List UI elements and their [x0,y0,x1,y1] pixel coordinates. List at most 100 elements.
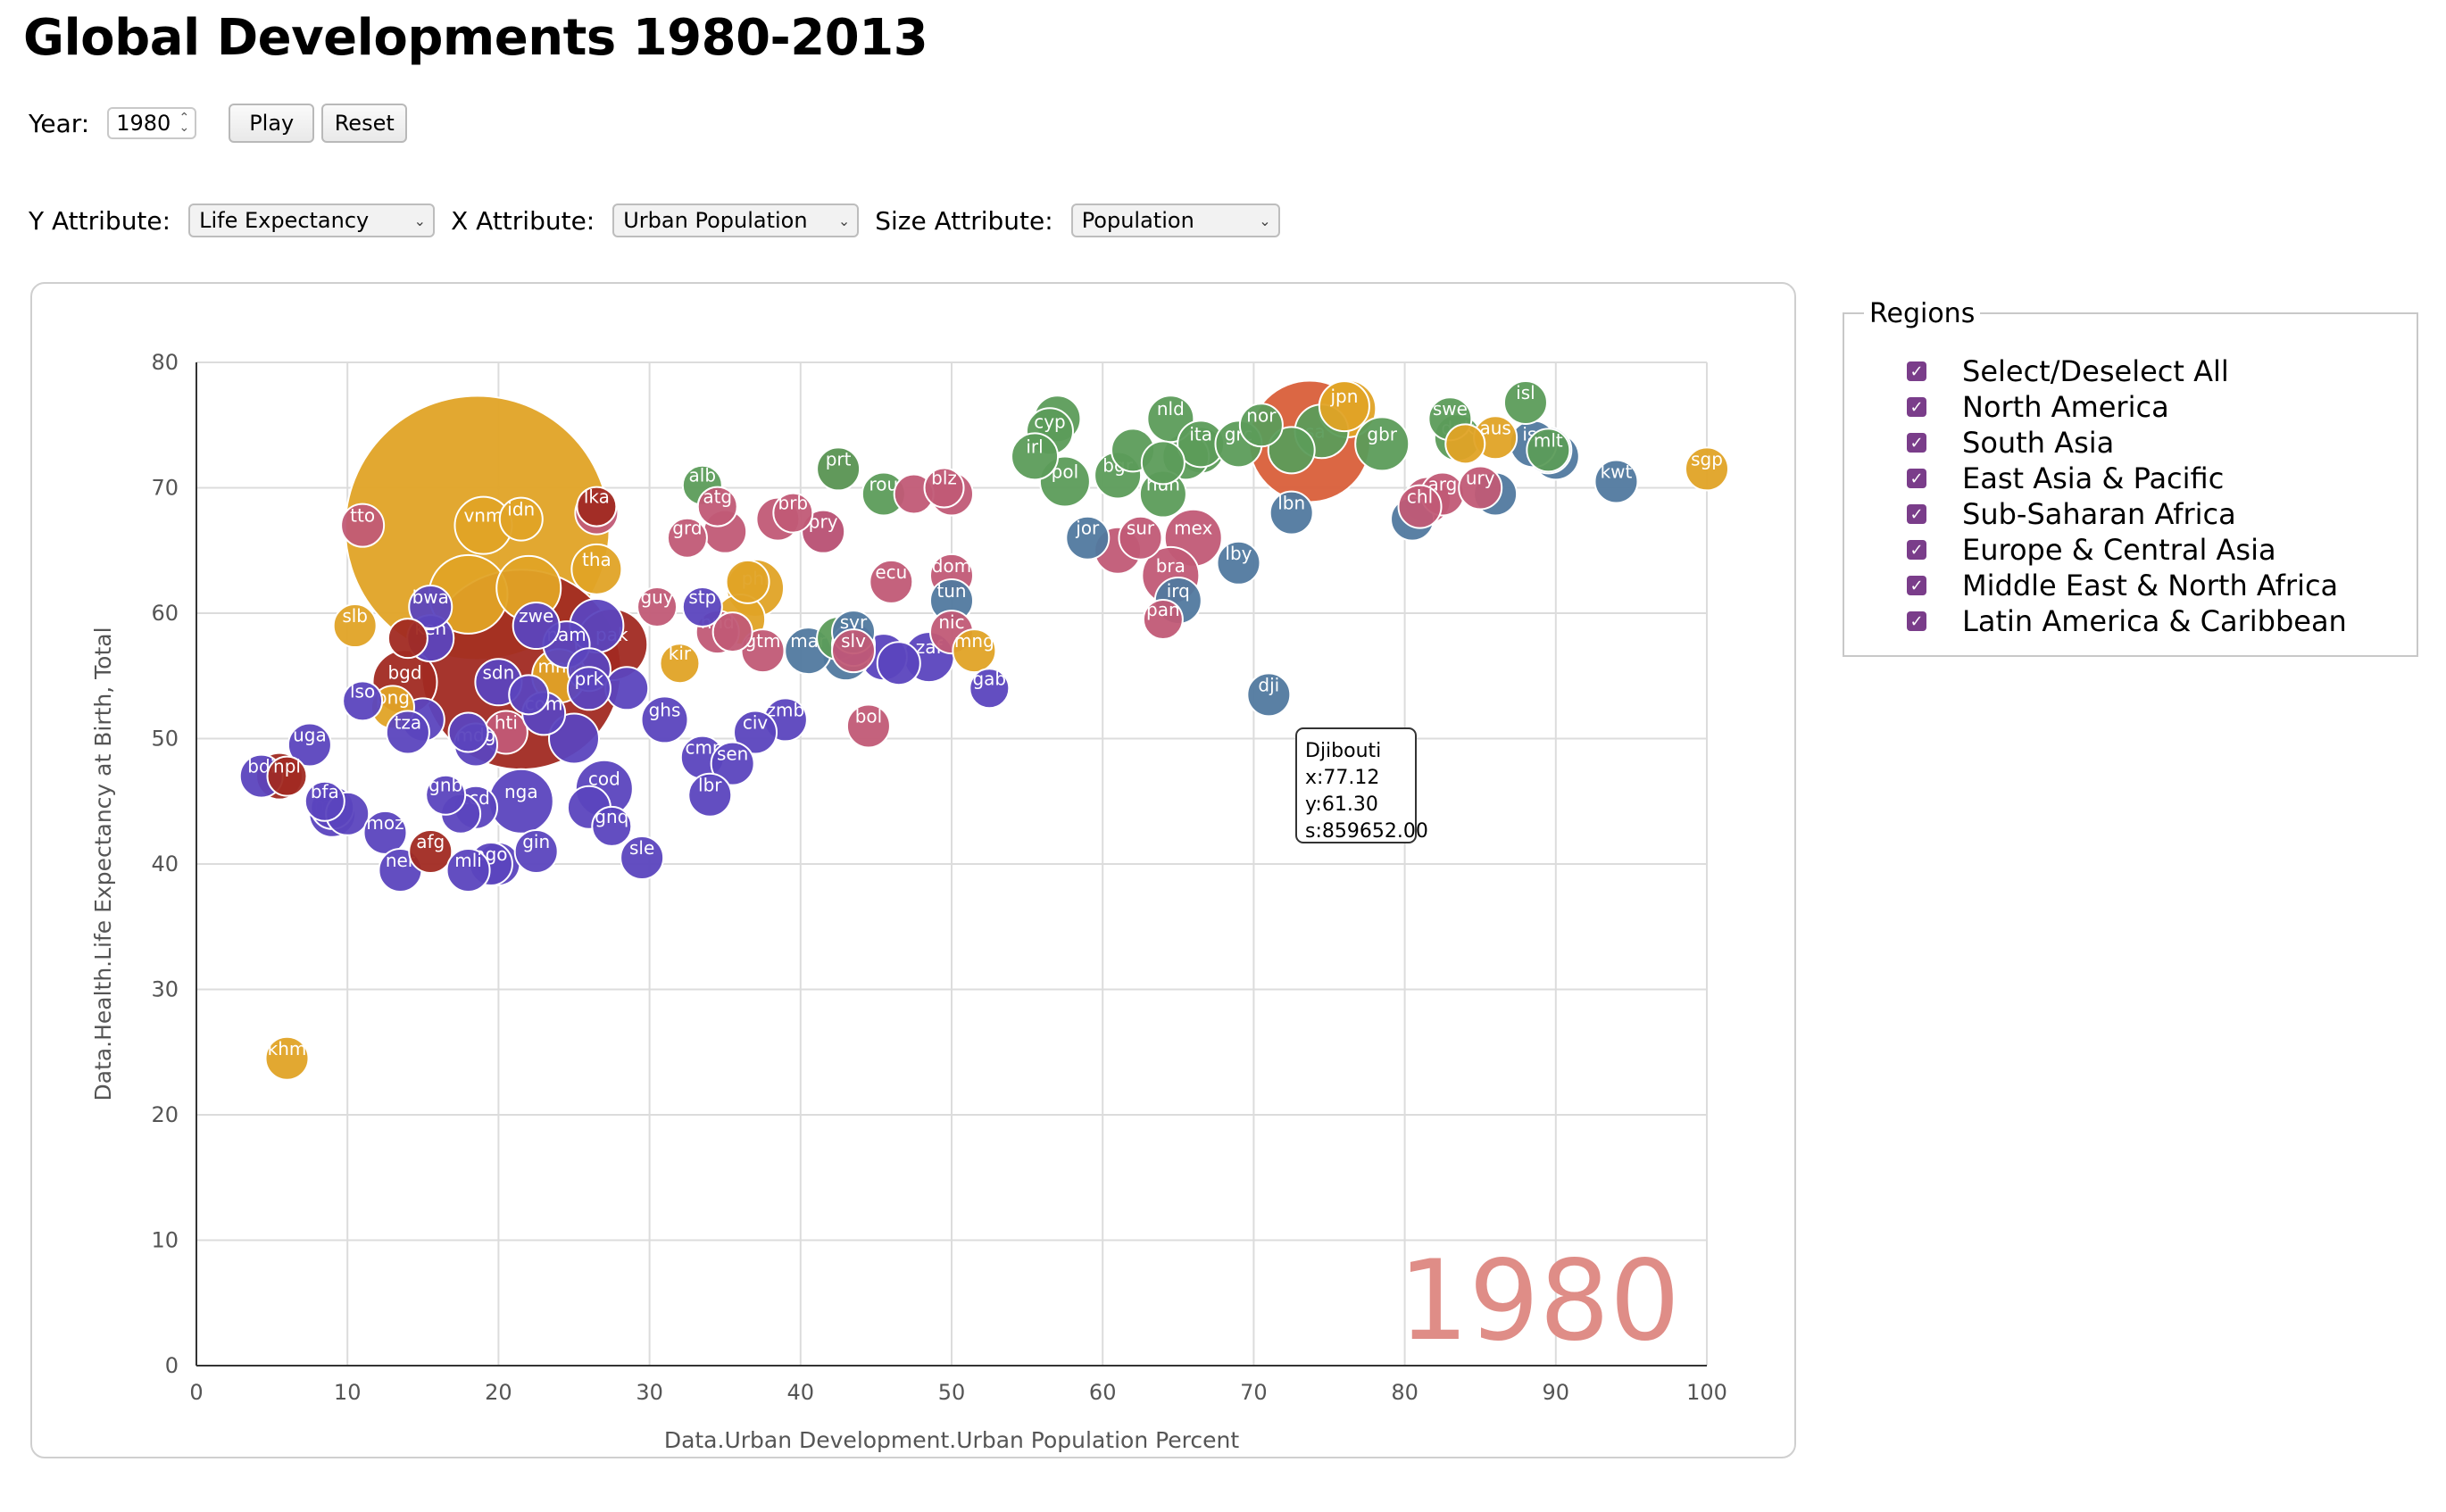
bubble-circle[interactable] [681,586,723,627]
bubble-circle[interactable] [576,486,618,528]
bubble-circle[interactable] [1502,379,1548,425]
bubble[interactable]: sen [710,741,755,786]
bubble[interactable] [725,559,770,604]
bubble[interactable]: mli [445,848,491,893]
bubble[interactable]: guy [636,586,678,627]
bubble-circle[interactable] [710,741,755,786]
bubble[interactable]: lbn [1269,490,1314,536]
bubble[interactable]: atg [696,486,738,528]
bubble[interactable]: slb [332,603,378,649]
bubble[interactable]: isl [1502,379,1548,425]
bubble[interactable]: prk [566,666,612,711]
bubble[interactable]: sgp [1685,446,1729,492]
bubble[interactable] [604,666,650,711]
bubble-circle[interactable] [408,828,453,874]
bubble[interactable]: idn [498,496,544,542]
legend-item-latin-america-caribbean[interactable]: ✓ Latin America & Caribbean [1907,603,2347,639]
bubble-circle[interactable] [408,584,453,629]
bubble-circle[interactable] [1269,490,1314,536]
legend-item-north-america[interactable]: ✓ North America [1907,389,2347,425]
bubble-circle[interactable] [1354,416,1410,472]
bubble-circle[interactable] [636,586,678,627]
bubble-circle[interactable] [1318,380,1370,433]
bubble-circle[interactable] [1142,599,1184,641]
legend-item-select-all[interactable]: ✓ Select/Deselect All [1907,353,2347,389]
bubble-circle[interactable] [1011,432,1060,481]
bubble[interactable]: lby [1216,540,1261,586]
bubble[interactable]: civ [733,710,778,755]
bubble[interactable]: sle [620,835,665,880]
legend-item-south-asia[interactable]: ✓ South Asia [1907,425,2347,461]
bubble-circle[interactable] [1246,672,1292,718]
bubble-circle[interactable] [513,828,559,874]
legend-item-sub-saharan-africa[interactable]: ✓ Sub-Saharan Africa [1907,496,2347,532]
bubble-circle[interactable] [1238,403,1284,448]
legend-item-europe-central-asia[interactable]: ✓ Europe & Central Asia [1907,532,2347,568]
bubble-circle[interactable] [1216,540,1261,586]
bubble-circle[interactable] [604,666,650,711]
bubble-circle[interactable] [869,559,914,604]
bubble[interactable] [508,674,550,716]
checkbox-checked-icon[interactable]: ✓ [1907,576,1926,595]
bubble[interactable]: tun [929,577,974,623]
bubble[interactable]: ita [1177,420,1226,469]
bubble[interactable]: slv [831,628,877,674]
x-attribute-select[interactable]: Urban Population ⌄ [612,204,860,237]
bubble-circle[interactable] [512,602,561,651]
bubble[interactable]: moz [362,810,408,855]
bubble-circle[interactable] [845,703,891,749]
bubble-circle[interactable] [725,559,770,604]
bubble[interactable]: afg [408,828,453,874]
bubble[interactable]: tza [385,710,430,755]
bubble-circle[interactable] [772,492,814,534]
bubble[interactable]: kwt [1593,459,1639,504]
bubble-circle[interactable] [1444,423,1486,465]
bubble-circle[interactable] [425,774,467,816]
bubble-circle[interactable] [1397,484,1443,529]
bubble[interactable]: irl [1011,432,1060,481]
bubble-circle[interactable] [385,710,430,755]
bubble[interactable]: jpn [1318,380,1370,433]
legend-item-middle-east-north-africa[interactable]: ✓ Middle East & North Africa [1907,568,2347,603]
bubble[interactable]: jor [1065,515,1111,561]
bubble[interactable]: npl [266,755,308,797]
size-attribute-select[interactable]: Population ⌄ [1070,204,1280,237]
bubble[interactable]: lka [576,486,618,528]
bubble-circle[interactable] [340,503,386,548]
bubble[interactable] [1267,426,1316,475]
bubble-circle[interactable] [696,486,738,528]
bubble[interactable]: rou [861,471,906,517]
bubble-circle[interactable] [711,611,753,653]
bubble-circle[interactable] [332,603,378,649]
bubble[interactable]: kir [659,643,701,685]
bubble-circle[interactable] [287,722,332,768]
bubble-circle[interactable] [1685,446,1729,492]
bubble[interactable]: lso [342,680,384,722]
bubble[interactable]: gnb [425,774,467,816]
bubble-circle[interactable] [447,711,489,753]
bubble[interactable] [1444,423,1486,465]
bubble-circle[interactable] [831,628,877,674]
reset-button[interactable]: Reset [321,104,408,143]
bubble[interactable]: gtm [740,628,786,674]
bubble-circle[interactable] [1118,515,1163,561]
bubble-circle[interactable] [1458,465,1503,511]
bubble[interactable]: uga [287,722,332,768]
bubble-circle[interactable] [342,680,384,722]
bubble-circle[interactable] [659,643,701,685]
bubble-circle[interactable] [570,543,623,595]
bubble-circle[interactable] [1267,426,1316,475]
checkbox-checked-icon[interactable]: ✓ [1907,540,1926,560]
bubble[interactable] [387,618,428,660]
bubble[interactable]: bol [845,703,891,749]
checkbox-checked-icon[interactable]: ✓ [1907,433,1926,453]
bubble[interactable]: sur [1118,515,1163,561]
bubble[interactable]: pry [801,509,846,554]
bubble[interactable]: prt [816,446,861,492]
play-button[interactable]: Play [229,104,315,143]
bubble-circle[interactable] [733,710,778,755]
legend-item-east-asia-pacific[interactable]: ✓ East Asia & Pacific [1907,461,2347,496]
bubble-circle[interactable] [566,666,612,711]
checkbox-checked-icon[interactable]: ✓ [1907,397,1926,417]
bubble-circle[interactable] [969,668,1011,710]
